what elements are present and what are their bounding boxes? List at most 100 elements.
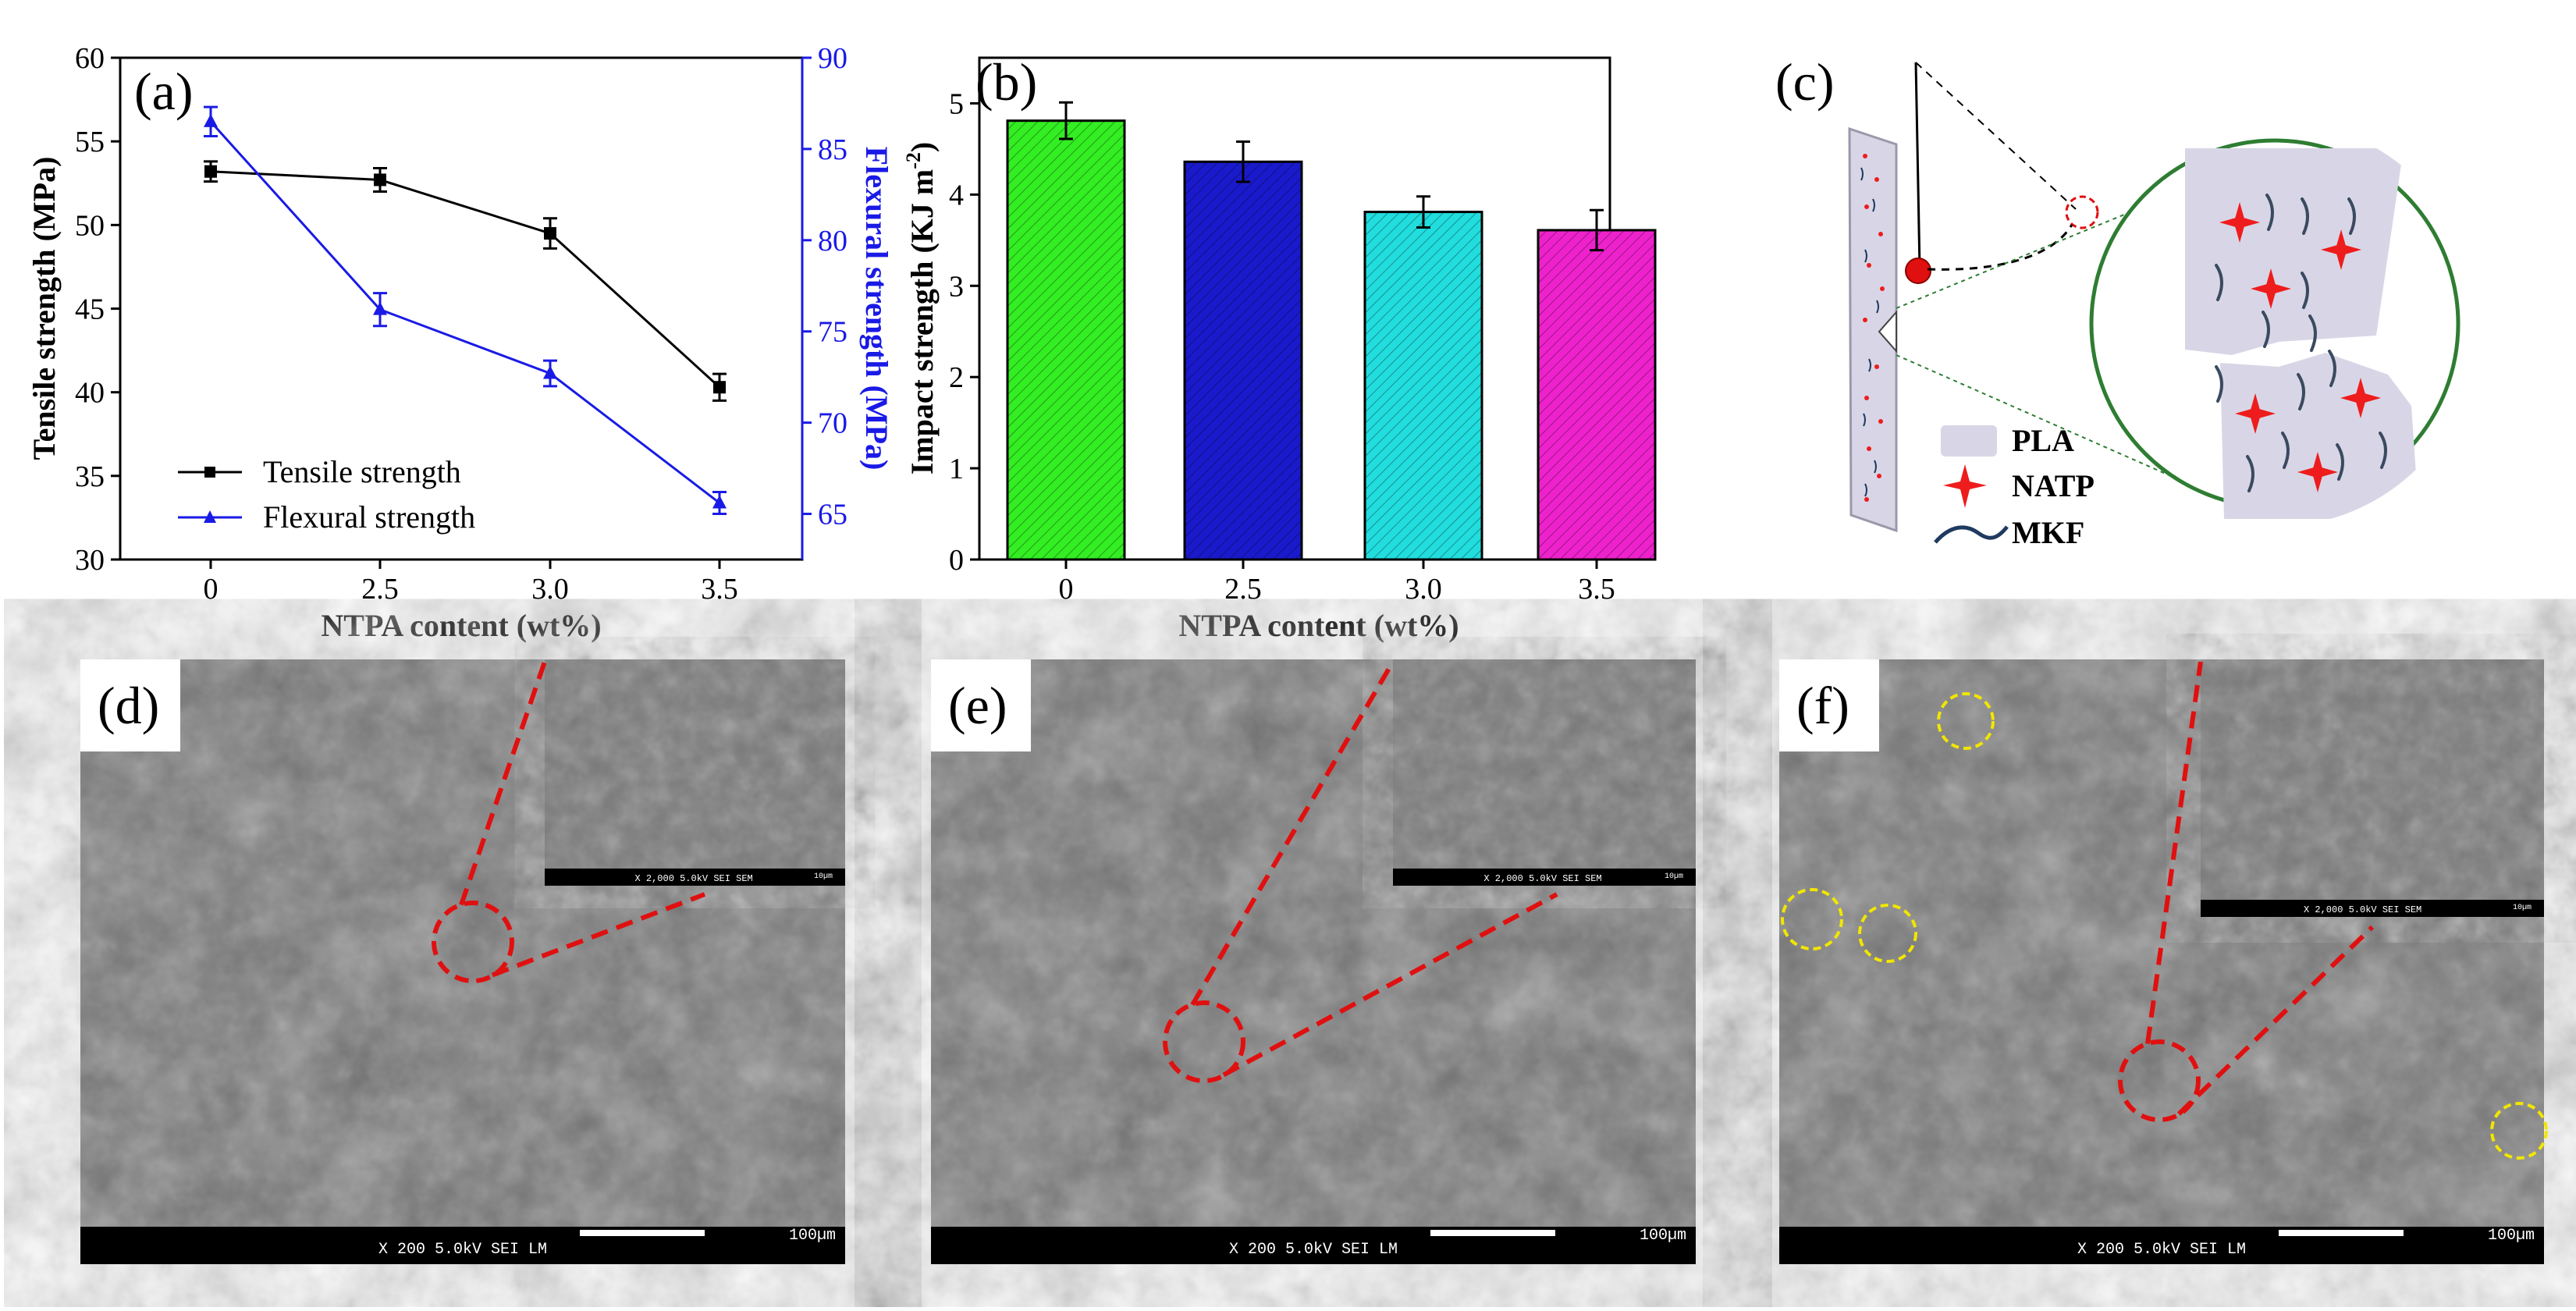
panel-a-line-chart: (a) 30 35 40 45 50 55 60 65 70 75 80 85 90 0 2.5 3.0 3… <box>27 42 894 643</box>
panel-b-bar-chart: (b) 0 1 2 3 4 5 0 2.5 3.0 3.5 NTPA content (wt%)… <box>902 52 1657 643</box>
sem-info-text: X 200 5.0kV SEI LM <box>1229 1241 1398 1259</box>
small-fiber <box>1876 300 1879 314</box>
natp-star <box>2321 229 2361 270</box>
bar-hatch <box>1185 162 1302 560</box>
data-point-square <box>713 381 726 394</box>
panel-a-right-axis: 65 70 75 80 85 90 <box>801 42 847 560</box>
legend-pla-swatch <box>1941 425 1997 457</box>
sem-inset-info-bar <box>1393 869 1696 886</box>
sem-label-box <box>80 659 180 751</box>
natp-star <box>2235 393 2276 434</box>
sem-inset-scale: 10µm <box>2513 904 2532 912</box>
sem-inset-texture <box>2201 659 2544 917</box>
sem-inset-info-bar <box>545 869 845 886</box>
left-tick-label: 60 <box>75 42 105 75</box>
sem-zoom-circle <box>2118 1039 2201 1122</box>
left-tick-label: 55 <box>75 126 105 158</box>
natp-star <box>2251 268 2291 309</box>
mkf-fiber <box>2215 264 2223 301</box>
y-tick-label: 5 <box>949 87 964 120</box>
bar-hatch <box>1007 120 1125 560</box>
right-tick-label: 75 <box>818 316 847 349</box>
sem-zoom-line <box>459 661 547 906</box>
small-fiber <box>1860 167 1864 181</box>
sem-zoom-line <box>1222 892 1558 1078</box>
sem-scale-label: 100µm <box>789 1227 836 1245</box>
sem-inset-scale: 10µm <box>1665 872 1683 881</box>
panel-a-ylabel: Tensile strength (MPa) <box>27 157 62 460</box>
sem-panel-f: X 2,000 5.0kV SEI SEM 10µm (f) X 200 5.0kV … <box>1779 659 2548 1264</box>
specimen-notch <box>1878 310 1897 354</box>
sem-panel-label: (d) <box>98 676 159 735</box>
legend-mkf: MKF <box>2012 515 2084 550</box>
y-tick-label: 1 <box>949 453 964 485</box>
x-tick-label: 0 <box>204 573 219 606</box>
sem-zoom-circle <box>1163 1000 1245 1083</box>
mkf-fiber <box>2262 311 2270 348</box>
panel-b-xlabel: NTPA content (wt%) <box>1178 608 1459 643</box>
natp-star <box>2219 202 2260 243</box>
legend-natp: NATP <box>2012 468 2095 503</box>
data-point-triangle <box>712 495 727 509</box>
sem-panels: X 2,000 5.0kV SEI SEM 10µm (d) X 200 5.0kV … <box>80 659 2548 1264</box>
x-tick-label: 0 <box>1059 573 1074 606</box>
mkf-fiber <box>2215 365 2223 403</box>
mkf-fiber <box>2301 272 2309 309</box>
mkf-fiber <box>2379 432 2387 469</box>
small-fiber <box>1863 413 1866 427</box>
specimen-particles <box>1860 154 1885 502</box>
sem-scale-bar <box>1430 1230 1555 1236</box>
small-particle <box>1863 154 1867 158</box>
panel-b-y-axis: 0 1 2 3 4 5 <box>949 87 979 577</box>
sem-panel-label: (e) <box>948 676 1007 735</box>
sem-zoom-line <box>491 892 706 978</box>
sem-scale-bar <box>2279 1230 2404 1236</box>
panel-a-legend: Tensile strength Flexural strength <box>178 454 475 535</box>
left-tick-label: 35 <box>75 460 105 493</box>
right-tick-label: 65 <box>818 499 847 531</box>
right-tick-label: 90 <box>818 42 847 75</box>
left-tick-label: 45 <box>75 293 105 326</box>
small-particle <box>1864 204 1869 209</box>
x-tick-label: 2.5 <box>1224 573 1262 606</box>
small-particle <box>1863 318 1867 322</box>
sem-zoom-line <box>2176 925 2375 1116</box>
sem-particle-marker <box>1858 904 1917 963</box>
sem-inset-texture <box>545 659 845 886</box>
series-line-triangle <box>209 120 720 504</box>
series-line-square <box>210 170 721 389</box>
sem-inset-texture <box>1393 659 1696 886</box>
small-particle <box>1867 263 1871 268</box>
sem-inset-info: X 2,000 5.0kV SEI SEM <box>635 873 753 884</box>
right-tick-label: 70 <box>818 407 847 440</box>
x-tick-label: 2.5 <box>361 573 399 606</box>
small-particle <box>1864 396 1869 400</box>
legend-flexural: Flexural strength <box>263 499 475 535</box>
panel-b-label: (b) <box>975 52 1037 112</box>
panel-a-left-axis: 30 35 40 45 50 55 60 <box>75 42 120 577</box>
small-fiber <box>1872 198 1875 212</box>
legend-mkf-wave <box>1934 525 2009 544</box>
mkf-fiber <box>2308 314 2317 352</box>
small-particle <box>1880 286 1885 291</box>
small-particle <box>1864 497 1869 502</box>
data-point-triangle <box>204 113 218 127</box>
y-tick-label: 0 <box>949 544 964 577</box>
left-tick-label: 30 <box>75 544 105 577</box>
panel-b-x-axis: 0 2.5 3.0 3.5 <box>1059 560 1615 606</box>
right-tick-label: 85 <box>818 133 847 166</box>
data-point-square <box>374 173 386 187</box>
sem-inset-info: X 2,000 5.0kV SEI SEM <box>1483 873 1601 884</box>
sem-zoom-line <box>1190 660 1395 1007</box>
sem-inset-info-bar <box>2201 900 2544 917</box>
small-particle <box>1874 364 1879 369</box>
left-tick-label: 50 <box>75 209 105 242</box>
sem-scale-bar <box>580 1230 705 1236</box>
data-point-triangle <box>543 365 557 379</box>
bar-hatch <box>1365 211 1482 560</box>
y-tick-label: 2 <box>949 361 964 394</box>
panel-a-y2label: Flexural strength (MPa) <box>859 147 894 471</box>
legend-pla: PLA <box>2012 423 2074 458</box>
small-fiber <box>1868 358 1871 372</box>
